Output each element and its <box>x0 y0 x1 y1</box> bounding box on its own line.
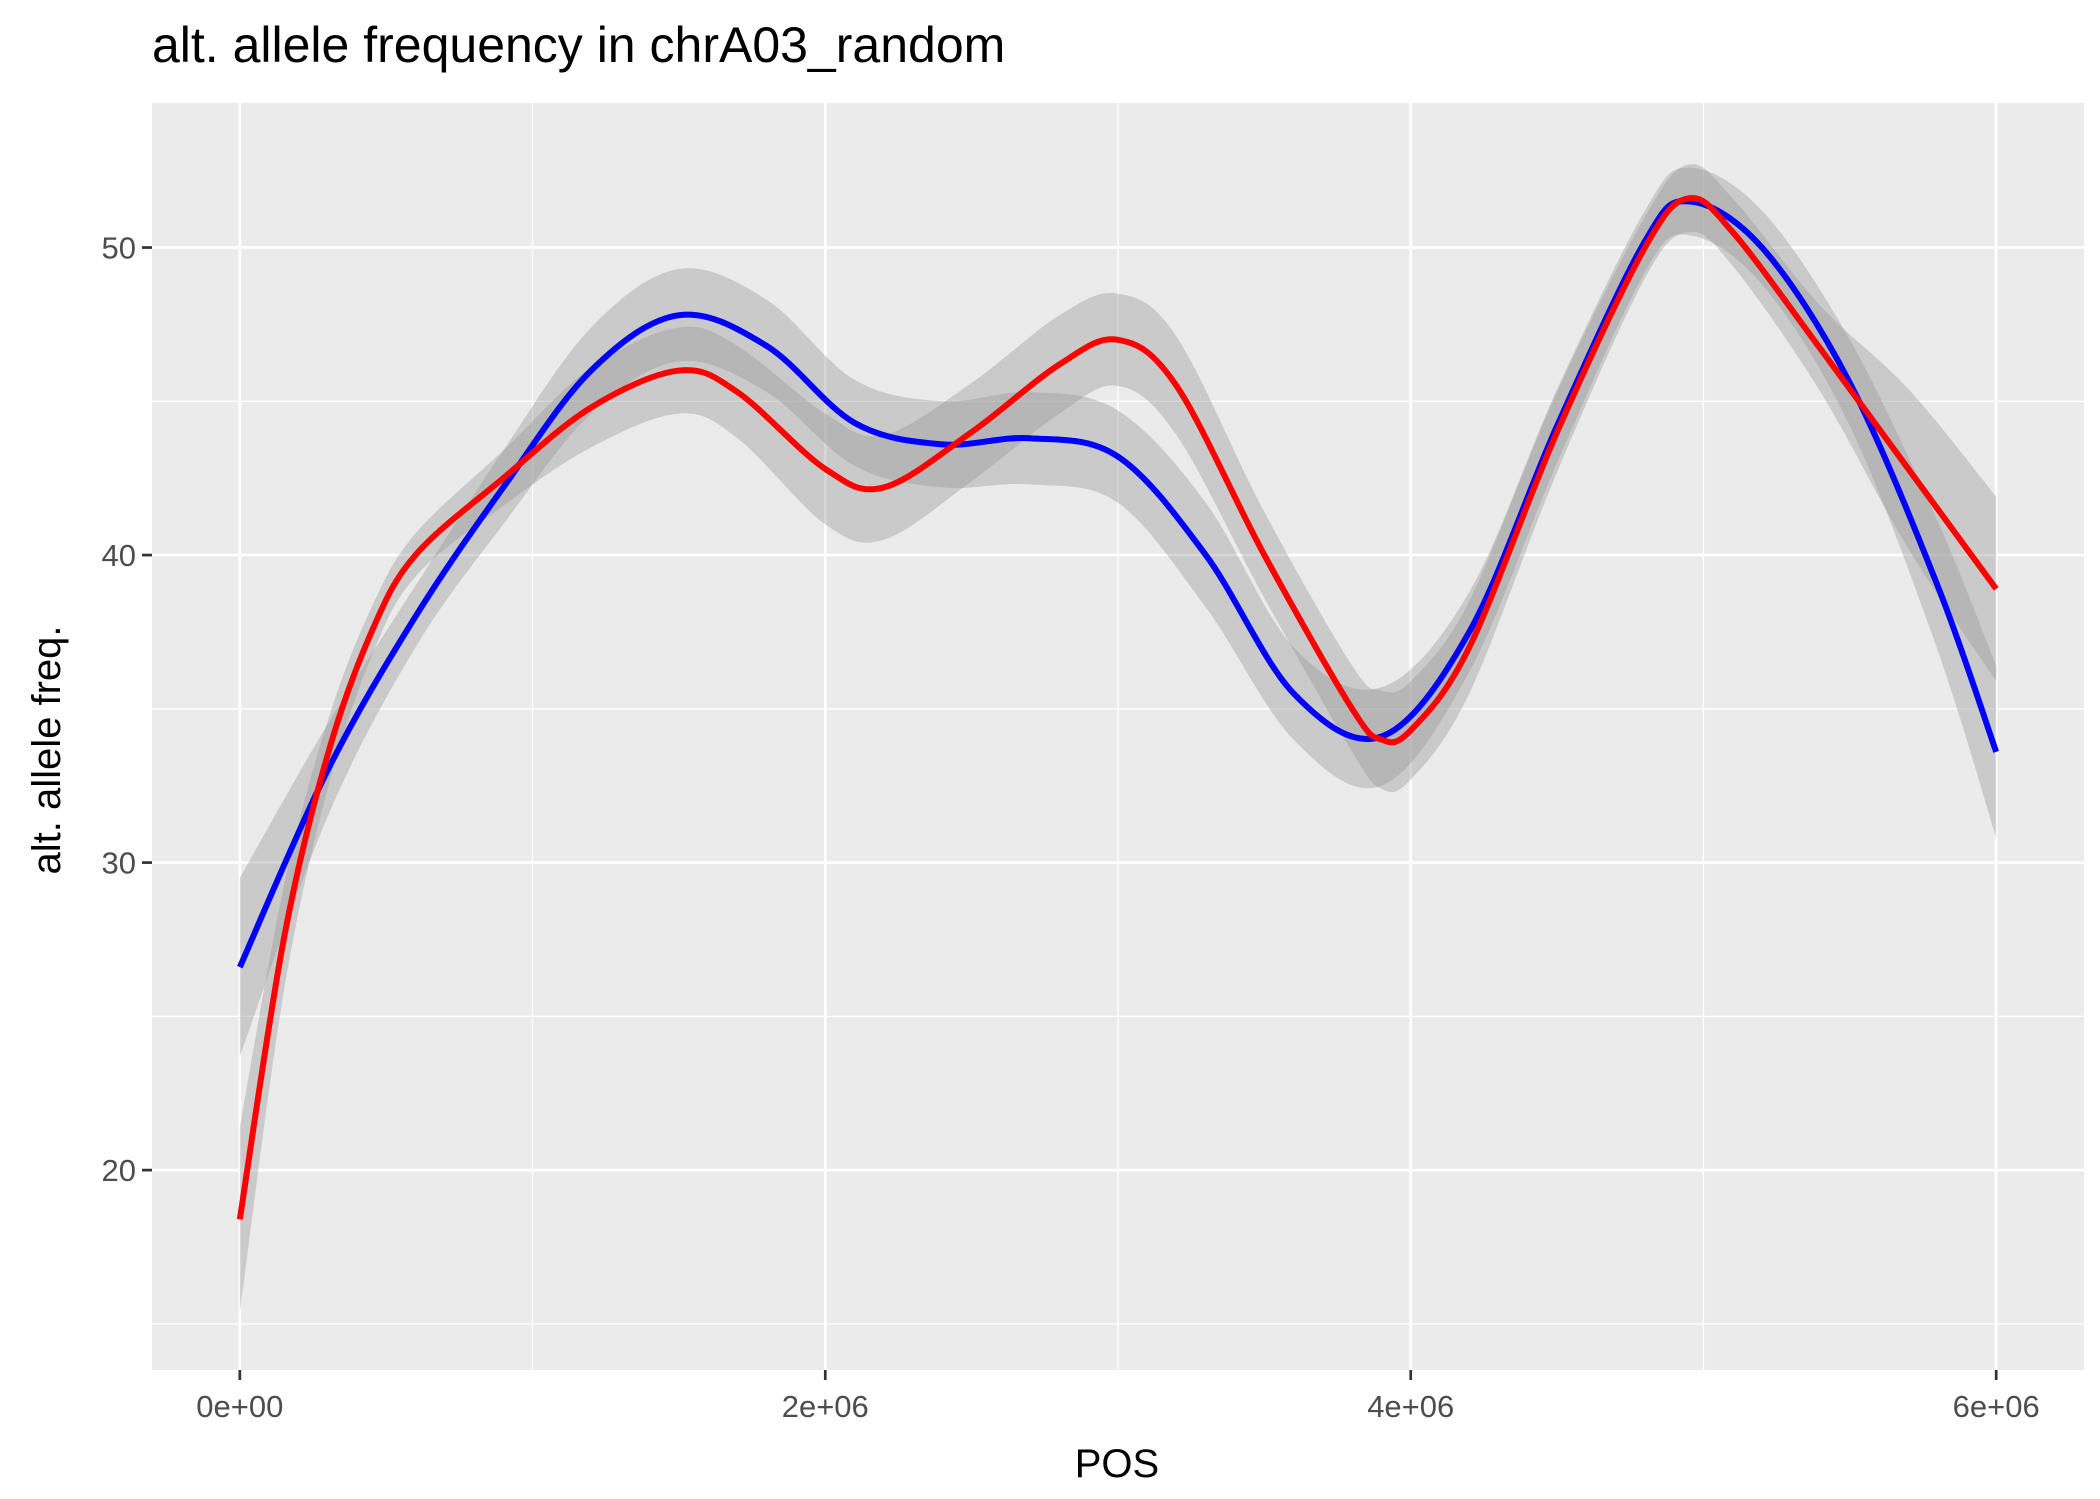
minor-gridlines <box>152 103 2084 1370</box>
x-tick-label: 6e+06 <box>1953 1389 2040 1424</box>
series-line-2 <box>236 195 1999 1220</box>
confidence-band-2 <box>239 164 1997 1312</box>
y-tick-label: 40 <box>102 538 136 573</box>
x-tick-label: 4e+06 <box>1367 1389 1454 1424</box>
x-tick-label: 0e+00 <box>196 1389 283 1424</box>
y-tick-label: 50 <box>102 231 136 266</box>
smooth-lines <box>236 195 2000 1220</box>
y-tick-label: 20 <box>102 1153 136 1188</box>
y-tick-label: 30 <box>102 846 136 881</box>
x-axis-title: POS <box>1075 1442 1159 1486</box>
x-tick-label: 2e+06 <box>782 1389 869 1424</box>
confidence-band-1 <box>239 167 1997 1057</box>
major-gridlines <box>152 103 2084 1370</box>
confidence-bands <box>239 164 1997 1312</box>
series-line-1 <box>237 198 2000 969</box>
y-axis: 20 30 40 50 <box>102 231 152 1188</box>
x-axis: 0e+00 2e+06 4e+06 6e+06 <box>196 1370 2040 1424</box>
chart-title: alt. allele frequency in chrA03_random <box>152 17 1005 73</box>
y-axis-title: alt. allele freq. <box>25 625 69 874</box>
